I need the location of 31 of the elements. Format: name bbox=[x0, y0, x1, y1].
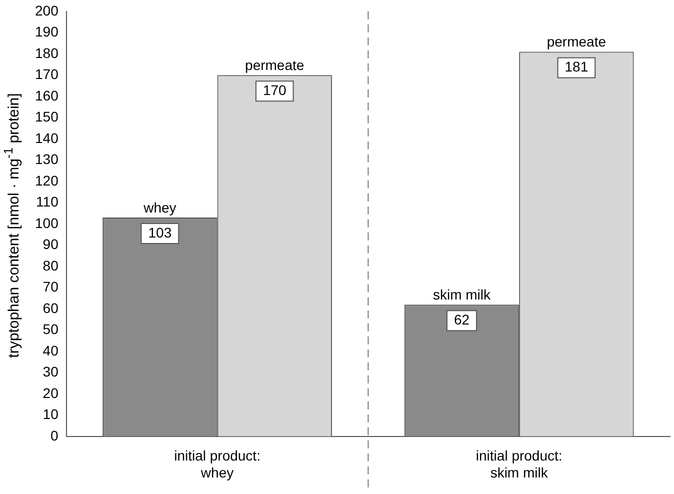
y-tick-label: 0 bbox=[50, 427, 59, 444]
x-tick-label: initial product: skim milk bbox=[476, 448, 562, 480]
data-label: 103 bbox=[148, 224, 172, 240]
y-tick-label: 130 bbox=[35, 151, 59, 168]
y-tick-label: 100 bbox=[35, 214, 59, 231]
y-tick-label: 170 bbox=[35, 66, 59, 82]
annotation: permeate bbox=[245, 57, 304, 74]
y-tick-label: 160 bbox=[35, 87, 59, 104]
data-label: 170 bbox=[262, 82, 287, 98]
y-tick-label: 60 bbox=[42, 300, 59, 316]
x-tick-label: initial product: whey bbox=[174, 448, 260, 480]
y-tick-label: 70 bbox=[42, 278, 59, 295]
y-tick-label: 140 bbox=[35, 130, 59, 146]
y-tick-label: 200 bbox=[35, 2, 59, 18]
y-tick-label: 80 bbox=[42, 257, 59, 274]
y-tick-label: 190 bbox=[35, 24, 59, 40]
y-tick-label: 50 bbox=[42, 321, 59, 338]
y-tick-label: 150 bbox=[35, 108, 59, 125]
annotation: permeate bbox=[546, 34, 606, 50]
y-tick-label: 90 bbox=[42, 236, 59, 252]
annotation: skim milk bbox=[432, 286, 492, 303]
annotation: whey bbox=[142, 199, 176, 216]
y-tick-label: 40 bbox=[42, 342, 59, 358]
y-tick-label: 10 bbox=[42, 406, 59, 422]
data-label: 181 bbox=[564, 58, 588, 75]
y-tick-label: 120 bbox=[35, 172, 59, 188]
y-tick-label: 20 bbox=[42, 384, 59, 401]
data-label: 62 bbox=[454, 312, 470, 328]
y-tick-label: 110 bbox=[36, 194, 59, 210]
y-tick-label: 180 bbox=[35, 44, 59, 61]
y-tick-label: 30 bbox=[42, 364, 59, 380]
